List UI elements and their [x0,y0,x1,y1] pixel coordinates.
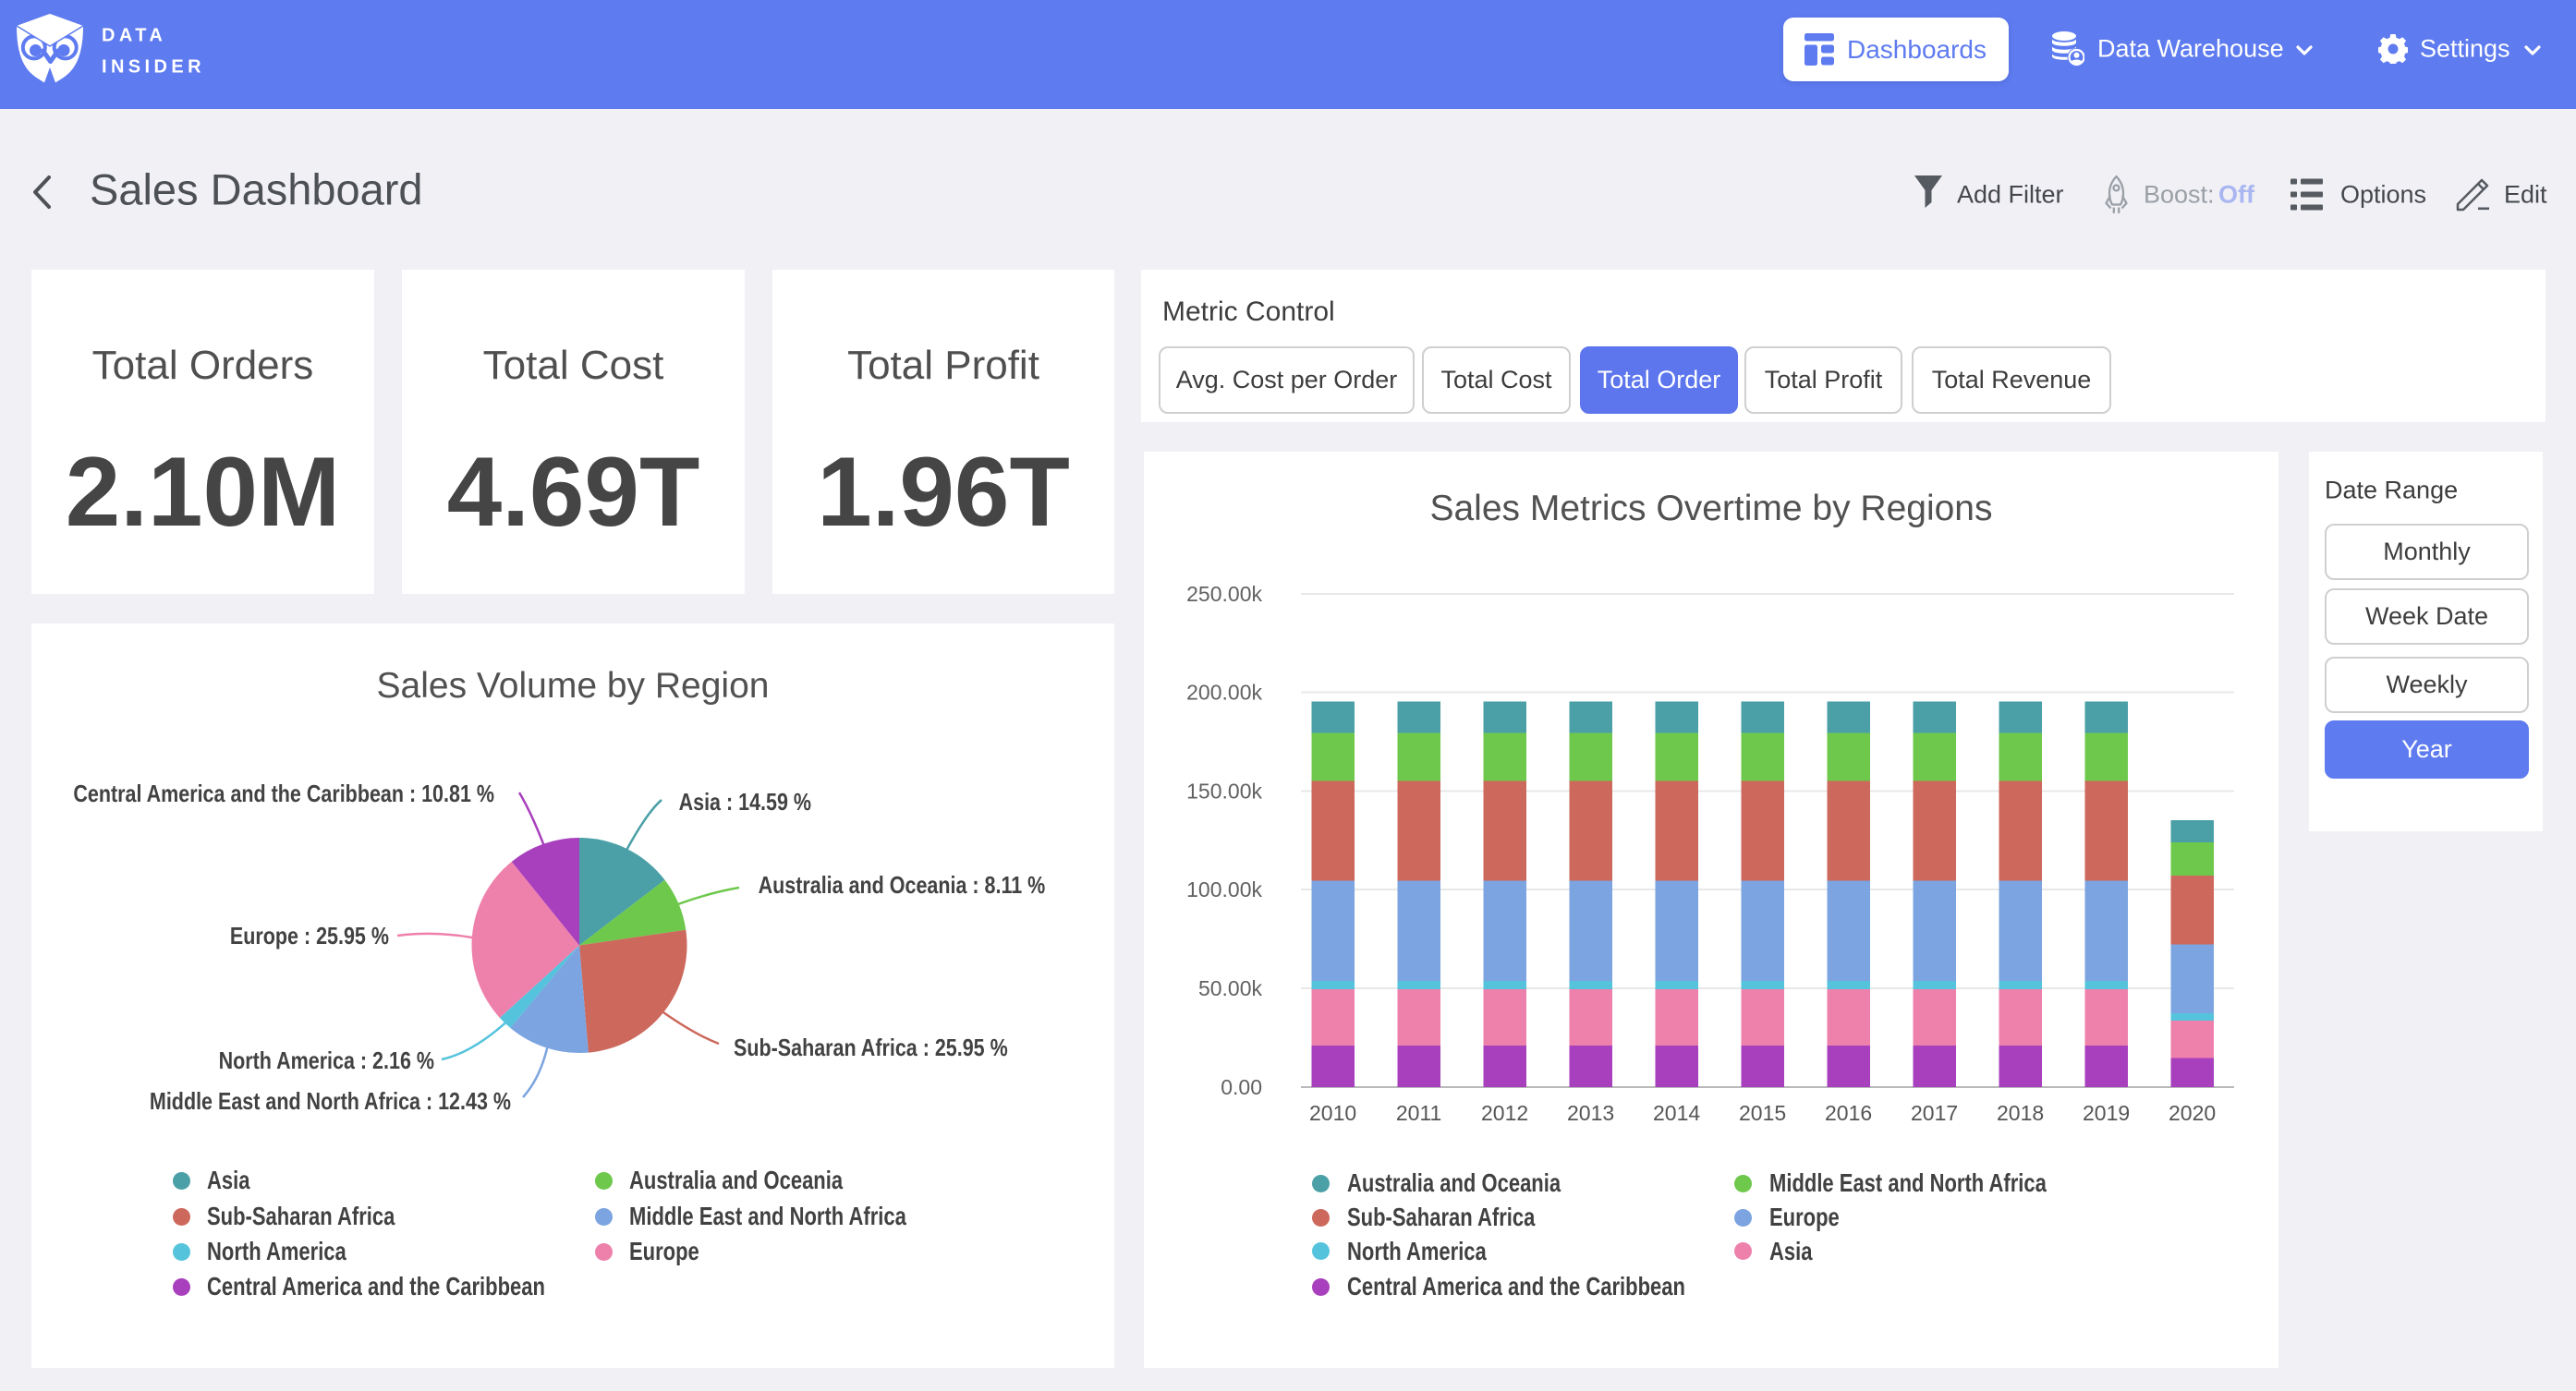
svg-text:2016: 2016 [1825,1101,1872,1125]
svg-text:2012: 2012 [1481,1101,1528,1125]
svg-text:2020: 2020 [2169,1101,2216,1125]
svg-text:2019: 2019 [2083,1101,2130,1125]
svg-text:100.00k: 100.00k [1186,877,1262,901]
svg-text:2013: 2013 [1567,1101,1614,1125]
svg-text:200.00k: 200.00k [1186,681,1262,705]
svg-text:2015: 2015 [1739,1101,1786,1125]
svg-text:2018: 2018 [1997,1101,2044,1125]
svg-text:50.00k: 50.00k [1198,976,1263,1000]
svg-text:250.00k: 250.00k [1186,582,1262,606]
svg-text:2011: 2011 [1396,1101,1441,1125]
svg-text:2010: 2010 [1309,1101,1356,1125]
svg-text:2017: 2017 [1911,1101,1958,1125]
svg-text:150.00k: 150.00k [1186,779,1262,803]
svg-text:0.00: 0.00 [1221,1075,1262,1099]
svg-text:2014: 2014 [1653,1101,1700,1125]
